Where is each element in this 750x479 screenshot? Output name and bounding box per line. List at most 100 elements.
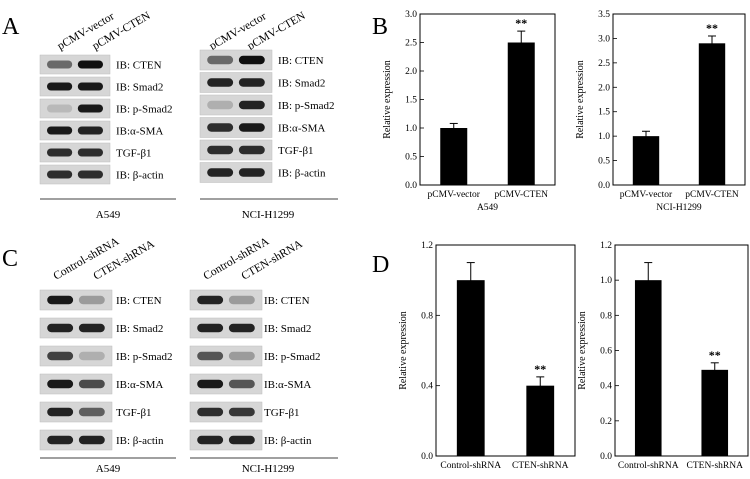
y-tick-label: 1.5 xyxy=(598,108,610,118)
y-tick-label: 1.2 xyxy=(421,241,433,251)
blot-band xyxy=(228,323,255,333)
blot-label: IB:α-SMA xyxy=(264,379,311,391)
blot-label: IB: β-actin xyxy=(278,168,326,180)
bar-chart: 0.0 0.5 1.0 1.5 2.0 2.5 3.0 pCMV-vector ** pCMV-C… xyxy=(382,10,556,213)
blot-label: IB: CTEN xyxy=(116,60,162,72)
blot-band xyxy=(78,407,105,417)
y-tick-label: 2.0 xyxy=(598,83,610,93)
blot-label: IB: Smad2 xyxy=(264,323,311,335)
blot-band xyxy=(207,168,234,177)
blot-band xyxy=(238,145,265,155)
blot-strip xyxy=(189,373,263,395)
blot-band xyxy=(47,295,74,305)
bar xyxy=(632,136,660,185)
blot-strip xyxy=(39,142,111,163)
y-axis-label: Relative expression xyxy=(382,60,393,139)
blot-band xyxy=(78,351,105,361)
blot-label: IB: Smad2 xyxy=(116,82,163,94)
blot-row: IB: β-actin xyxy=(39,429,164,451)
blot-strip xyxy=(39,429,113,451)
blot-strip xyxy=(189,345,263,367)
bar xyxy=(507,42,535,185)
x-tick-label: pCMV-vector xyxy=(620,190,673,200)
y-tick-label: 0.5 xyxy=(598,157,610,167)
blot-band xyxy=(197,379,224,389)
blot-row: TGF-β1 xyxy=(39,142,152,163)
blot-band xyxy=(207,55,234,65)
blot-strip xyxy=(189,317,263,339)
bar xyxy=(456,280,485,456)
blot-band xyxy=(77,104,103,113)
plot-frame xyxy=(435,244,576,457)
blot-label: IB:α-SMA xyxy=(116,126,163,138)
blot-strip xyxy=(39,289,113,311)
y-tick-label: 0.0 xyxy=(598,181,610,191)
blot-band xyxy=(47,126,73,135)
blot-row: IB: CTEN xyxy=(39,289,162,311)
x-tick-label: pCMV-CTEN xyxy=(685,190,739,200)
blot-row: IB: p-Smad2 xyxy=(199,94,335,116)
blot-band xyxy=(77,82,103,91)
x-tick-label: pCMV-vector xyxy=(428,190,481,200)
y-tick-label: 1.5 xyxy=(405,96,417,106)
blot-row: TGF-β1 xyxy=(189,401,300,423)
y-tick-label: 0.8 xyxy=(421,311,433,321)
bar xyxy=(701,369,729,456)
blot-row: IB: p-Smad2 xyxy=(189,345,321,367)
blot-band xyxy=(197,351,224,361)
blot-row: IB: p-Smad2 xyxy=(39,345,173,367)
group-label: A549 xyxy=(96,463,121,474)
bar xyxy=(440,128,468,185)
blot-label: IB: p-Smad2 xyxy=(264,351,321,363)
blot-band xyxy=(47,104,73,113)
blot-label: IB: β-actin xyxy=(116,435,164,447)
blot-row: IB: Smad2 xyxy=(39,317,163,339)
blot-band xyxy=(47,60,73,69)
blot-band xyxy=(78,379,105,389)
y-tick-label: 1.2 xyxy=(600,241,612,251)
blot-row: IB:α-SMA xyxy=(199,117,325,138)
blot-label: IB: CTEN xyxy=(116,295,162,307)
blot-strip xyxy=(39,54,111,75)
blot-strip xyxy=(39,317,113,339)
bar xyxy=(526,385,555,456)
blot-band xyxy=(207,78,234,87)
y-tick-label: 0.5 xyxy=(405,153,417,163)
blot-label: IB: p-Smad2 xyxy=(278,100,335,112)
blot-band xyxy=(77,60,103,69)
panel-letter-a: A xyxy=(2,14,20,40)
blot-band xyxy=(197,323,224,333)
blot-band xyxy=(47,379,74,389)
y-tick-label: 0.4 xyxy=(600,382,612,392)
blot-row: IB: CTEN xyxy=(199,49,324,71)
blot-band xyxy=(78,435,105,445)
blot-row: IB: β-actin xyxy=(39,164,164,185)
blot-label: IB:α-SMA xyxy=(278,123,325,135)
blot-band xyxy=(228,379,255,389)
blot-strip xyxy=(39,76,111,97)
bar-chart: 0.00.40.81.2Control-shRNA**CTEN-shRNAA54… xyxy=(398,241,576,479)
blot-row: IB: Smad2 xyxy=(199,72,325,93)
blot-row: IB: β-actin xyxy=(199,162,326,183)
blot-strip xyxy=(39,120,111,141)
blot-band xyxy=(238,100,265,110)
blot-band xyxy=(47,170,73,179)
significance-label: ** xyxy=(706,21,718,35)
y-axis-label: Relative expression xyxy=(398,311,409,390)
blot-strip xyxy=(189,289,263,311)
y-axis-label: Relative expression xyxy=(577,311,588,390)
blot-strip xyxy=(39,345,113,367)
bar-chart-panels: 0.0 0.5 1.0 1.5 2.0 2.5 3.0 pCMV-vector ** pCMV-C… xyxy=(382,10,749,479)
x-axis-label: A549 xyxy=(477,203,498,213)
blot-strip xyxy=(189,401,263,423)
blot-band xyxy=(47,435,74,445)
blot-band xyxy=(207,123,234,132)
blot-label: IB: Smad2 xyxy=(278,78,325,90)
blot-strip xyxy=(199,94,273,116)
y-tick-label: 3.5 xyxy=(598,10,610,20)
bar-chart: 0.0 0.2 0.4 0.6 0.8 1.0 1.2 Control-shRNA ** CTEN… xyxy=(577,241,749,479)
y-tick-label: 0.0 xyxy=(405,181,417,191)
